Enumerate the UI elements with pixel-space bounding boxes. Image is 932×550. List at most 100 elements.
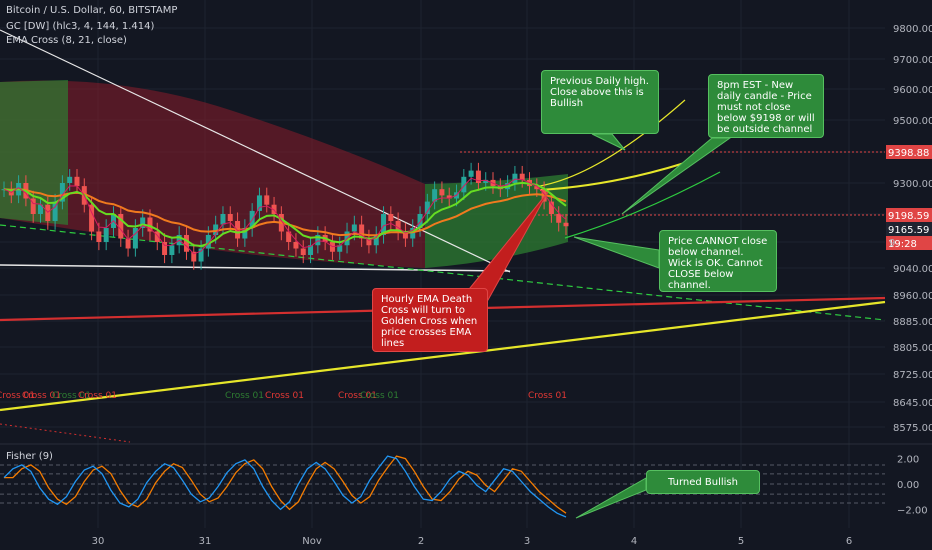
cross-label: Cross 01 <box>528 391 567 401</box>
fisher-tick-label: 0.00 <box>897 480 919 491</box>
candle-body <box>512 173 518 183</box>
price-tag-current-bg <box>886 222 932 236</box>
candle-body <box>227 214 233 221</box>
callout-price-cannot-close: Price CANNOT close below channel. Wick i… <box>659 230 777 292</box>
candle-body <box>183 235 189 252</box>
symbol-title[interactable]: Bitcoin / U.S. Dollar, 60, BITSTAMP <box>6 5 178 16</box>
candle-body <box>300 248 306 255</box>
candle-body <box>534 186 540 190</box>
ema-slow-line <box>3 188 567 237</box>
price-tick-label: 8575.00 <box>893 423 932 434</box>
ema-fast-line <box>3 181 567 248</box>
indicator-ema-label[interactable]: EMA Cross (8, 21, close) <box>6 35 127 46</box>
time-tick-label: 31 <box>199 536 212 547</box>
candle-body <box>446 195 452 199</box>
price-tag-lower: 9198.59 <box>888 211 929 222</box>
cross-label: Cross 01 <box>22 391 61 401</box>
candle-body <box>59 183 65 202</box>
price-tick-label: 9500.00 <box>893 116 932 127</box>
candle-body <box>198 248 204 262</box>
price-tag-upper: 9398.88 <box>888 148 929 159</box>
connector-prev-high <box>591 133 626 151</box>
callout-new-daily-candle: 8pm EST - New daily candle - Price must … <box>708 74 824 138</box>
candle-body <box>366 238 372 246</box>
time-tick-label: Nov <box>302 536 322 547</box>
candle-body <box>45 204 51 221</box>
candle-body <box>548 201 554 214</box>
price-tick-label: 9300.00 <box>893 179 932 190</box>
time-tick-label: 4 <box>631 536 637 547</box>
cross-label: Cross 01 <box>0 391 35 401</box>
candle-body <box>220 214 226 225</box>
price-tick-label: 8725.00 <box>893 370 932 381</box>
ema-lines <box>3 177 567 255</box>
dotted-red <box>0 423 131 443</box>
yellow-trendline <box>0 300 886 412</box>
candle-body <box>483 179 489 183</box>
price-tick-label: 9700.00 <box>893 55 932 66</box>
callout-ema-death-cross: Hourly EMA Death Cross will turn to Gold… <box>372 288 488 352</box>
candle-body <box>67 176 73 183</box>
indicator-gc-label[interactable]: GC [DW] (hlc3, 4, 144, 1.414) <box>6 21 155 32</box>
channel-green-right <box>425 174 568 268</box>
candle-body <box>271 204 277 214</box>
candle-body <box>556 214 562 223</box>
price-tick-label: 8885.00 <box>893 317 932 328</box>
candle-body <box>132 228 138 249</box>
candle-body <box>213 224 219 235</box>
candle-body <box>30 198 36 214</box>
upper-curve <box>539 99 686 187</box>
price-tick-label: 9600.00 <box>893 85 932 96</box>
price-tags: 9398.88 9198.59 9165.59 19:289 <box>886 145 932 250</box>
price-tick-label: 8805.00 <box>893 343 932 354</box>
callout-turned-bullish: Turned Bullish <box>646 470 760 494</box>
fisher-tick-label: 2.00 <box>897 455 919 466</box>
ema-micro-line <box>3 177 567 255</box>
candle-body <box>154 231 160 242</box>
time-tick-label: 2 <box>418 536 424 547</box>
candle-body <box>388 214 394 221</box>
support-line <box>0 264 511 272</box>
price-tag-lower-bg <box>886 208 932 222</box>
cross-label: Cross 01 <box>338 391 377 401</box>
connector-new-candle <box>621 137 732 215</box>
price-axis[interactable]: 9800.009700.009600.009500.009400.009300.… <box>893 24 932 516</box>
time-tick-label: 30 <box>92 536 105 547</box>
lower-curve <box>564 171 721 239</box>
cross-label: Cross 01 <box>265 391 304 401</box>
candle-body <box>125 238 131 249</box>
price-tag-countdown-bg <box>886 236 932 250</box>
cross-label: Cross 01 <box>225 391 264 401</box>
fisher-title[interactable]: Fisher (9) <box>6 451 53 462</box>
fisher-line <box>3 455 567 518</box>
candle-body <box>468 170 474 177</box>
candle-body <box>242 228 248 239</box>
candle-body <box>563 222 569 227</box>
candle-body <box>89 204 95 232</box>
candle-body <box>96 231 102 242</box>
candle-body <box>337 245 343 252</box>
candle-body <box>432 189 438 202</box>
cross-label: Cross 01 <box>360 391 399 401</box>
candle-body <box>264 195 270 205</box>
candle-body <box>205 235 211 249</box>
candle-body <box>308 245 314 255</box>
price-tick-label: 9040.00 <box>893 264 932 275</box>
callout-prev-daily-high: Previous Daily high. Close above this is… <box>541 70 659 134</box>
candle-body <box>402 231 408 239</box>
time-tick-label: 3 <box>524 536 530 547</box>
downtrend-line <box>0 29 511 273</box>
price-tick-label: 8645.00 <box>893 398 932 409</box>
candle-body <box>118 214 124 239</box>
candle-body <box>417 214 423 228</box>
candle-body <box>162 242 168 255</box>
candle-body <box>286 231 292 242</box>
candle-body <box>373 235 379 246</box>
cross-label: Cross 01 <box>78 391 117 401</box>
callout-connectors <box>469 133 732 519</box>
candle-body <box>140 217 146 228</box>
time-axis[interactable]: 30 31 Nov 2 3 4 5 6 <box>92 536 853 547</box>
candle-body <box>475 170 481 183</box>
candle-body <box>147 217 153 232</box>
